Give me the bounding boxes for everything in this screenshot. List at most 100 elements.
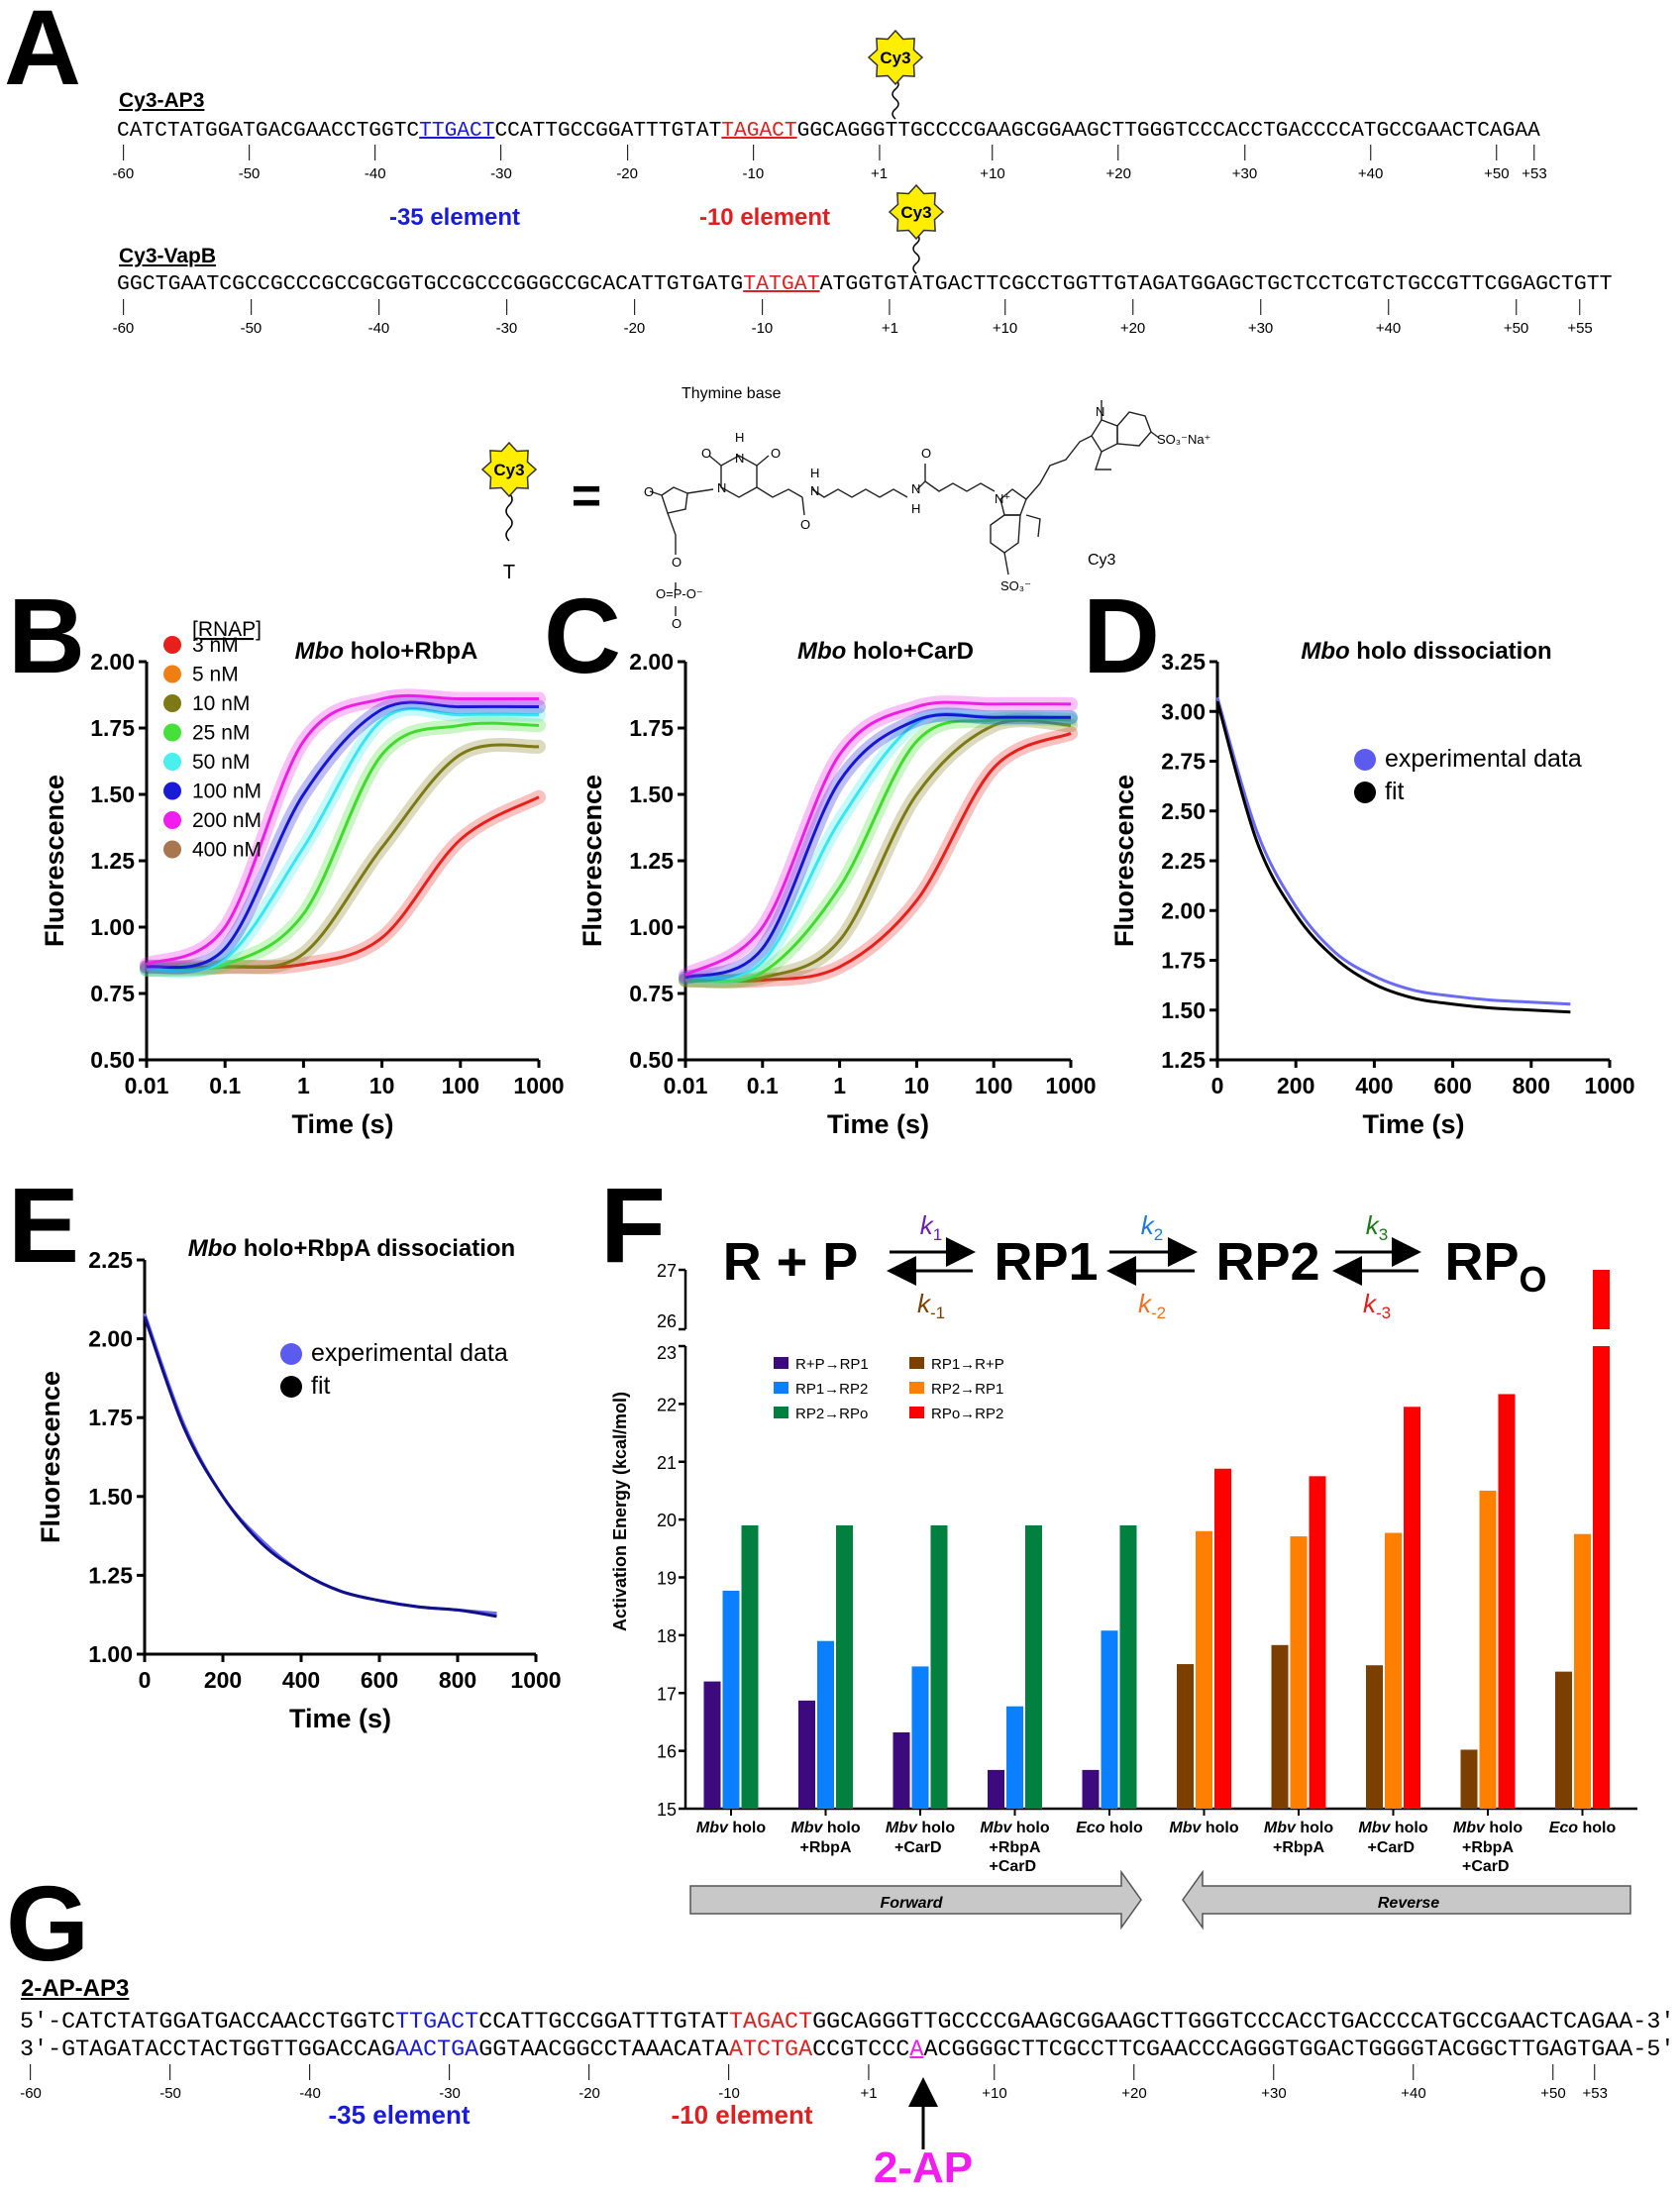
bar: [1404, 1407, 1420, 1809]
bar: [704, 1682, 721, 1809]
atom-label: N: [911, 481, 920, 496]
x-axis-label: Time (s): [291, 1109, 393, 1139]
legend-marker: [163, 783, 181, 800]
legend-marker: [163, 666, 181, 683]
legend-marker: [163, 694, 181, 712]
x-tick-label: 1: [833, 1073, 846, 1098]
atom-label: N: [810, 483, 819, 498]
series-line: [1217, 697, 1570, 1004]
legend-label: 3 nM: [192, 634, 239, 657]
bar: [1480, 1491, 1497, 1809]
rate-subscript: -1: [930, 1304, 945, 1322]
bar: [817, 1641, 834, 1809]
category-name: holo: [1201, 1820, 1238, 1836]
legend-swatch: [774, 1407, 788, 1418]
category-species: Eco: [1549, 1820, 1579, 1836]
category-species: Eco: [1076, 1820, 1105, 1836]
category-species: Mbv: [696, 1820, 729, 1836]
forward-rate-constant: k2: [1141, 1210, 1163, 1244]
y-tick-label: 27: [657, 1261, 677, 1281]
bar: [1385, 1533, 1402, 1809]
bar: [893, 1732, 910, 1809]
y-tick-label: 15: [657, 1800, 677, 1820]
category-species: Mbv: [886, 1820, 918, 1836]
legend-marker: [163, 724, 181, 742]
category-species: Mbv: [790, 1820, 823, 1836]
x-tick-label: 1000: [513, 1073, 564, 1098]
benzene-ring-lower: [991, 515, 1020, 553]
atom-label: O: [701, 446, 711, 461]
bar: [1555, 1672, 1572, 1809]
bond: [757, 456, 769, 466]
category-name: holo: [1105, 1820, 1143, 1836]
x-tick-label: 0: [139, 1667, 152, 1693]
chart-title-italic: Mbo: [1301, 638, 1349, 665]
cy3-dt-chemical-structure: [650, 400, 1159, 616]
bar: [1214, 1469, 1231, 1809]
atom-label: H: [735, 430, 744, 445]
legend-label: 400 nM: [192, 839, 262, 862]
y-tick-label: 2.25: [88, 1247, 133, 1273]
y-tick-label: 0.50: [629, 1047, 674, 1073]
category-label-extra: +RbpA: [1273, 1839, 1324, 1856]
x-tick-label: 1000: [510, 1667, 561, 1693]
x-axis-label: Time (s): [289, 1704, 391, 1733]
y-tick-label: 1.75: [629, 715, 674, 741]
y-tick-label: 26: [657, 1311, 677, 1331]
scheme-species: R + P: [723, 1232, 859, 1292]
x-tick-label: 0.1: [209, 1073, 241, 1098]
bar: [1310, 1476, 1326, 1809]
vinyl-linker: [757, 487, 802, 497]
atom-label: SO₃⁻Na⁺: [1157, 432, 1210, 447]
x-tick-label: 1000: [1584, 1073, 1634, 1098]
reverse-rate-constant: k-1: [917, 1289, 945, 1322]
legend-marker: [163, 636, 181, 654]
category-species: Mbv: [980, 1820, 1012, 1836]
y-tick-label: 18: [657, 1626, 677, 1646]
category-name: holo: [1390, 1820, 1427, 1836]
y-tick-label: 23: [657, 1343, 677, 1363]
polymethine-chain: [1026, 436, 1092, 499]
category-label: Eco holo: [1076, 1820, 1143, 1836]
legend-marker: [280, 1376, 302, 1398]
bar: [912, 1666, 929, 1809]
scheme-subscript: O: [1520, 1259, 1547, 1300]
x-tick-label: 800: [439, 1667, 476, 1693]
y-axis-label: Activation Energy (kcal/mol): [610, 1392, 630, 1631]
atom-label: O: [672, 555, 682, 570]
category-label: Mbv holo: [1169, 1820, 1238, 1836]
bar: [1499, 1394, 1516, 1809]
x-tick-label: 800: [1513, 1073, 1550, 1098]
cy3-legend-symbol: Cy3 T: [482, 443, 536, 583]
x-axis-label: Time (s): [1362, 1109, 1464, 1139]
y-tick-label: 0.75: [90, 981, 135, 1006]
y-tick-label: 2.00: [88, 1326, 133, 1352]
legend-swatch: [774, 1382, 788, 1394]
chart-title: Mbo holo dissociation: [1301, 638, 1551, 665]
legend-label: fit: [311, 1372, 331, 1400]
x-tick-label: 1: [297, 1073, 310, 1098]
y-tick-label: 1.00: [629, 914, 674, 940]
x-tick-label: 0: [1211, 1073, 1224, 1098]
legend-label: experimental data: [1385, 745, 1582, 773]
cy3-label-vapb: Cy3: [890, 185, 943, 273]
linker-squiggle: [506, 493, 512, 541]
y-tick-label: 3.00: [1161, 698, 1206, 724]
reverse-rate-constant: k-2: [1138, 1289, 1166, 1322]
x-axis-label: Time (s): [827, 1109, 929, 1139]
bar: [1574, 1534, 1591, 1809]
x-tick-label: 200: [1277, 1073, 1314, 1098]
category-label-extra: +RbpA: [800, 1839, 852, 1856]
atom-label: O: [921, 446, 931, 461]
category-label: Mbv holo: [1358, 1820, 1427, 1836]
category-label-extra: +RbpA: [1462, 1839, 1514, 1856]
category-label-extra: +CarD: [1462, 1858, 1510, 1875]
chart-title-rest: holo dissociation: [1350, 638, 1552, 665]
bar: [1120, 1525, 1137, 1809]
scheme-species: RPO: [1444, 1232, 1546, 1300]
scheme-species: RP1: [994, 1232, 1098, 1292]
y-tick-label: 2.00: [1161, 897, 1206, 923]
